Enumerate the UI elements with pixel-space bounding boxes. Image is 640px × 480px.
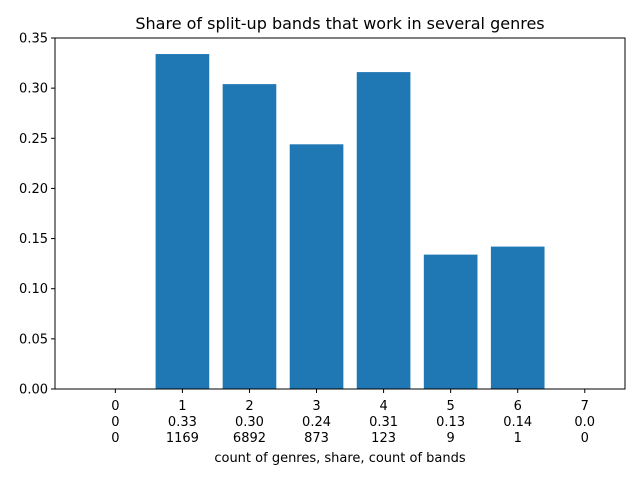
- x-tick-label: 0.13: [436, 415, 465, 430]
- bars-group: [155, 54, 545, 390]
- chart-title: Share of split-up bands that work in sev…: [135, 14, 544, 33]
- y-tick-label: 0.10: [19, 282, 48, 297]
- bar-1: [155, 54, 210, 390]
- bar-6: [490, 246, 545, 389]
- x-tick-label: 0.14: [503, 415, 532, 430]
- x-tick-label: 1: [514, 431, 522, 446]
- bar-2: [222, 84, 277, 389]
- x-tick-label: 0: [581, 431, 589, 446]
- x-tick-label: 0.0: [574, 415, 595, 430]
- x-axis-ticks: 00010.33116920.30689230.2487340.3112350.…: [111, 389, 595, 446]
- x-tick-label: 1169: [166, 431, 199, 446]
- x-tick-label: 7: [581, 399, 589, 414]
- x-tick-label: 0.24: [302, 415, 331, 430]
- x-tick-label: 2: [245, 399, 253, 414]
- y-tick-label: 0.20: [19, 182, 48, 197]
- y-tick-label: 0.00: [19, 383, 48, 398]
- x-tick-label: 9: [447, 431, 455, 446]
- x-tick-label: 0.30: [235, 415, 264, 430]
- x-tick-label: 3: [312, 399, 320, 414]
- plot-frame: [54, 37, 626, 390]
- x-tick-label: 6: [514, 399, 522, 414]
- x-tick-label: 5: [447, 399, 455, 414]
- y-tick-label: 0.15: [19, 232, 48, 247]
- y-tick-label: 0.25: [19, 132, 48, 147]
- bar-3: [289, 144, 344, 389]
- bar-4: [356, 72, 411, 389]
- x-tick-label: 123: [371, 431, 396, 446]
- x-tick-label: 0: [111, 399, 119, 414]
- y-tick-label: 0.30: [19, 82, 48, 97]
- x-tick-label: 0.31: [369, 415, 398, 430]
- y-tick-label: 0.35: [19, 32, 48, 47]
- x-tick-label: 0.33: [168, 415, 197, 430]
- bar-5: [423, 254, 478, 389]
- x-tick-label: 1: [178, 399, 186, 414]
- x-tick-label: 4: [379, 399, 387, 414]
- x-tick-label: 6892: [233, 431, 266, 446]
- x-tick-label: 0: [111, 431, 119, 446]
- y-axis-ticks: 0.00 0.05 0.10 0.15 0.20 0.25 0.30 0.35: [19, 32, 55, 398]
- x-tick-label: 0: [111, 415, 119, 430]
- x-axis-label: count of genres, share, count of bands: [214, 451, 466, 466]
- y-tick-label: 0.05: [19, 332, 48, 347]
- x-tick-label: 873: [304, 431, 329, 446]
